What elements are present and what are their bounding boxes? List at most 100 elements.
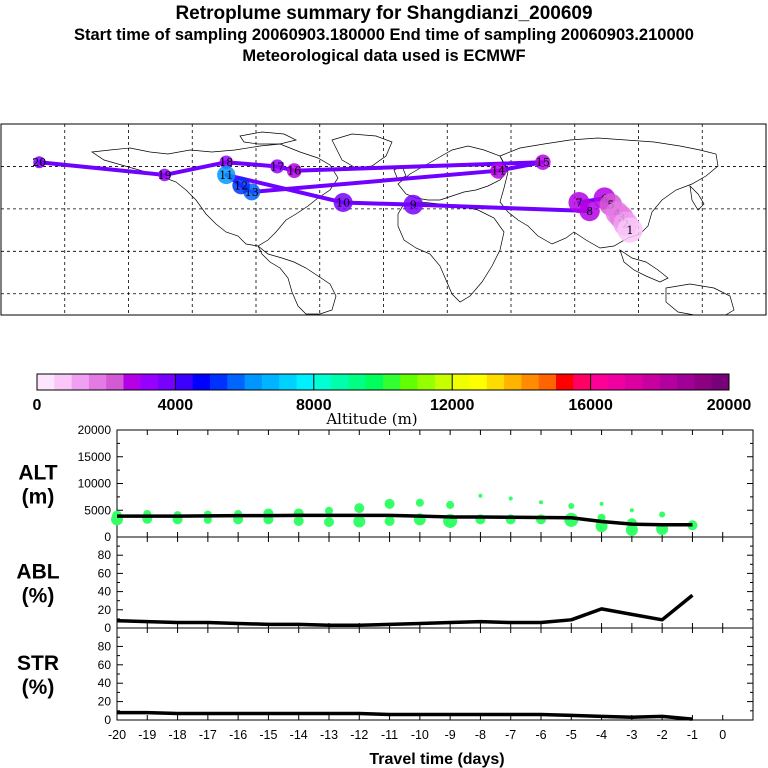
coast-europe [397, 145, 509, 201]
colorbar-swatch [556, 374, 574, 390]
altitude-cluster-point [629, 508, 634, 513]
panel-alt: 0 5000 10000 15000 20000 ALT(m) [18, 423, 754, 544]
colorbar-swatch [140, 374, 159, 390]
cluster-label: 12 [234, 180, 248, 193]
x-tick-label: 0 [719, 728, 726, 742]
coast-greenland [331, 133, 393, 169]
cluster-label: 8 [586, 205, 593, 218]
panel-ylabel-unit: (%) [22, 585, 55, 608]
met-data-note: Meteorological data used is ECMWF [242, 47, 526, 65]
y-tick-label: 10000 [78, 477, 112, 491]
altitude-cluster-point [446, 500, 455, 509]
x-tick-label: -11 [381, 728, 398, 742]
altitude-cluster-point [508, 496, 513, 501]
coastlines [91, 131, 735, 315]
coast-arctic-islands [239, 131, 298, 145]
colorbar-swatch [383, 374, 401, 390]
colorbar-swatch [521, 374, 540, 390]
coast-southeast-asia [619, 249, 669, 283]
colorbar-swatch [175, 374, 194, 390]
colorbar-tick-label: 20000 [707, 397, 752, 414]
cluster-label: 11 [219, 169, 233, 182]
x-tick-label: -8 [475, 728, 486, 742]
y-tick-label: 80 [98, 639, 112, 653]
coast-japan [689, 185, 705, 211]
map-gridlines [1, 124, 766, 315]
cluster-label: 19 [158, 169, 172, 182]
series-line [116, 593, 694, 628]
panel-frame [116, 536, 754, 629]
x-tick-label: -18 [169, 728, 187, 742]
x-tick-label: -2 [657, 728, 668, 742]
cluster-marker [403, 194, 424, 215]
x-tick-label: -13 [320, 728, 338, 742]
colorbar-swatch [244, 374, 263, 390]
colorbar-swatch [54, 374, 73, 390]
cluster-marker [568, 191, 590, 214]
altitude-cluster-point [325, 506, 333, 515]
colorbar-swatch [590, 374, 609, 390]
x-tick-label: -20 [108, 728, 126, 742]
colorbar-swatch [434, 374, 453, 390]
panel-ylabel-unit: (m) [22, 486, 55, 509]
x-tick-label: -9 [445, 728, 456, 742]
colorbar-swatch [469, 374, 488, 390]
cluster-label: 1 [627, 224, 634, 237]
cluster-marker [617, 217, 643, 243]
altitude-cluster-point [568, 502, 575, 509]
panel-ylabel: ALT [18, 462, 57, 485]
altitude-cluster-point [384, 498, 395, 509]
altitude-cluster-point [293, 515, 304, 526]
cluster-marker [286, 163, 302, 179]
colorbar-swatch [158, 374, 176, 390]
altitude-cluster-point [478, 493, 483, 498]
coast-central-south-america [257, 245, 337, 315]
series-line [117, 513, 693, 527]
colorbar-tick-label: 4000 [158, 397, 194, 414]
cluster-marker [270, 159, 285, 174]
colorbar-swatch [296, 374, 315, 390]
colorbar-tick-label: 8000 [296, 397, 332, 414]
y-tick-label: 40 [98, 676, 112, 690]
y-tick-label: 0 [104, 621, 111, 635]
colorbar-swatch [348, 374, 367, 390]
x-tick-label: -14 [290, 728, 308, 742]
x-tick-label: -4 [596, 728, 607, 742]
y-tick-label: 5000 [84, 503, 111, 517]
colorbar-swatch [504, 374, 522, 390]
altitude-cluster-point [384, 515, 395, 526]
cluster-label: 7 [576, 197, 583, 210]
cluster-marker [33, 156, 46, 169]
colorbar-swatch [452, 374, 470, 390]
colorbar-swatch [71, 374, 90, 390]
panel-ylabel: ABL [16, 561, 59, 584]
colorbar-swatch [677, 374, 695, 390]
cluster-label: 17 [270, 160, 284, 173]
colorbar-swatch [417, 374, 436, 390]
colorbar-tick-label: 16000 [568, 397, 613, 414]
altitude-cluster-point [415, 498, 424, 507]
altitude-cluster-point [659, 511, 666, 518]
chart-title: Retroplume summary for Shangdianzi_20060… [175, 3, 593, 24]
colorbar-swatch [37, 374, 55, 390]
altitude-colorbar: 0 4000 8000 12000 16000 20000 [33, 373, 752, 414]
colorbar-swatch [625, 374, 643, 390]
y-tick-label: 20 [98, 603, 112, 617]
x-tick-label: -7 [505, 728, 516, 742]
colorbar-swatch [106, 374, 124, 390]
coast-asia [499, 137, 719, 249]
colorbar-swatch [279, 374, 297, 390]
colorbar-swatch [694, 374, 713, 390]
cluster-label: 9 [410, 199, 417, 212]
colorbar-swatch [365, 374, 384, 390]
coast-australia [665, 283, 735, 315]
altitude-cluster-point [353, 515, 366, 528]
y-tick-label: 20000 [78, 423, 112, 437]
panel-frame [116, 429, 754, 538]
cluster-marker [219, 155, 233, 169]
x-tick-label: -5 [566, 728, 577, 742]
colorbar-swatch [261, 374, 280, 390]
timeseries-panels: 05000100001500020000ALT(m)020406080ABL(%… [16, 423, 754, 768]
